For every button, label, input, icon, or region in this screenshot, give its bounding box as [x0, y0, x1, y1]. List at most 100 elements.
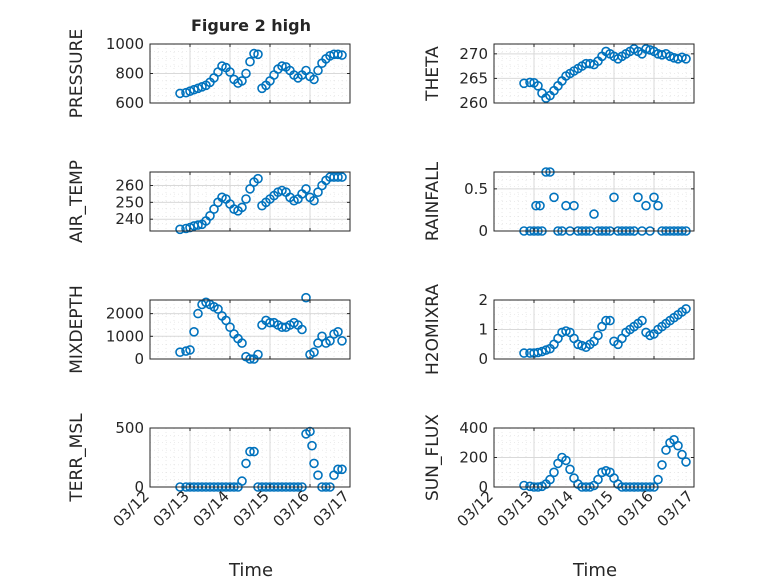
- data-point: [681, 53, 691, 64]
- y-tick-label: 400: [459, 419, 488, 437]
- data-point: [225, 322, 235, 333]
- data-point: [213, 304, 223, 314]
- axes-box: [493, 171, 695, 232]
- x-tick-label: 03/16: [614, 487, 657, 530]
- data-point: [337, 335, 347, 346]
- data-point: [549, 467, 559, 478]
- data-point: [301, 184, 311, 194]
- x-tick-label: 03/14: [534, 487, 577, 530]
- y-tick-label: 0.5: [464, 180, 488, 198]
- data-point: [237, 202, 247, 213]
- y-axis-label: SUN_FLUX: [423, 414, 443, 501]
- y-tick-label: 2: [478, 291, 488, 309]
- y-tick-label: 0: [134, 350, 144, 368]
- data-point: [661, 445, 671, 455]
- subplot-4: 0 0.5 RAINFALL: [423, 161, 695, 241]
- data-point: [677, 449, 687, 460]
- data-point: [519, 348, 529, 358]
- data-point: [561, 455, 571, 466]
- data-point: [681, 457, 691, 467]
- data-point: [185, 345, 195, 355]
- data-point: [181, 346, 191, 356]
- data-point: [309, 74, 319, 85]
- data-point: [313, 187, 323, 197]
- y-axis-label: H2OMIXRA: [423, 284, 443, 375]
- y-tick-label: 0: [478, 350, 488, 368]
- subplot-1: 600 800 1000 PRESSURE: [67, 29, 351, 118]
- data-point: [525, 77, 535, 88]
- data-point: [241, 458, 251, 469]
- data-point: [309, 195, 319, 206]
- y-axis-label: AIR_TEMP: [67, 160, 87, 243]
- data-point: [237, 338, 247, 348]
- data-point: [241, 194, 251, 204]
- data-point: [531, 200, 541, 211]
- data-point: [681, 304, 691, 314]
- y-tick-label: 250: [115, 193, 144, 211]
- x-tick-label: 03/16: [270, 487, 313, 530]
- data-point: [333, 326, 343, 337]
- y-tick-label: 600: [115, 94, 144, 112]
- data-point: [533, 81, 543, 91]
- data-point: [277, 61, 287, 71]
- data-point: [313, 65, 323, 76]
- data-point: [337, 172, 347, 182]
- y-tick-label: 260: [459, 94, 488, 112]
- data-point: [637, 315, 647, 326]
- data-point: [605, 315, 615, 326]
- data-point: [593, 474, 603, 485]
- axes-box: [149, 171, 351, 232]
- subplot-5: 0 1000 2000 MIXDEPTH: [67, 285, 351, 374]
- data-point: [225, 67, 235, 77]
- data-point: [653, 200, 663, 211]
- data-point: [325, 335, 335, 346]
- y-tick-label: 1000: [106, 35, 144, 53]
- data-point: [237, 476, 247, 486]
- y-tick-label: 240: [115, 210, 144, 228]
- data-point: [535, 200, 545, 211]
- data-point: [249, 446, 259, 457]
- y-axis-label: PRESSURE: [67, 29, 87, 118]
- data-point: [545, 474, 555, 485]
- data-point: [317, 331, 327, 342]
- data-point: [237, 76, 247, 86]
- data-point: [297, 324, 307, 335]
- y-tick-label: 500: [115, 419, 144, 437]
- data-point: [657, 460, 667, 470]
- x-tick-label: 03/17: [654, 487, 697, 530]
- data-point: [253, 49, 263, 60]
- data-point: [337, 464, 347, 475]
- y-tick-label: 800: [115, 65, 144, 83]
- y-axis-label: MIXDEPTH: [67, 285, 87, 374]
- data-point: [175, 88, 185, 99]
- data-point: [245, 446, 255, 457]
- x-tick-label: 03/12: [454, 487, 497, 530]
- x-tick-label: 03/14: [190, 487, 233, 530]
- data-point: [333, 172, 343, 182]
- data-point: [253, 173, 263, 184]
- y-tick-label: 0: [478, 478, 488, 496]
- subplot-2: 260 265 270 THETA: [423, 43, 695, 112]
- data-point: [601, 315, 611, 326]
- data-point: [569, 200, 579, 211]
- y-axis-label: THETA: [423, 46, 443, 102]
- y-tick-label: 200: [459, 449, 488, 467]
- data-point: [301, 292, 311, 303]
- y-tick-label: 260: [115, 176, 144, 194]
- axes-box: [493, 43, 695, 104]
- data-point: [193, 220, 203, 230]
- x-tick-label: 03/17: [310, 487, 353, 530]
- data-point: [333, 49, 343, 60]
- x-axis-label-right: Time: [572, 560, 617, 581]
- data-point: [673, 440, 683, 451]
- data-point: [519, 78, 529, 89]
- data-point: [309, 347, 319, 358]
- y-axis-label: RAINFALL: [423, 161, 443, 241]
- data-point: [309, 458, 319, 469]
- data-point: [519, 480, 529, 491]
- x-tick-label: 03/15: [230, 487, 273, 530]
- x-tick-label: 03/13: [150, 487, 193, 530]
- data-point: [641, 200, 651, 211]
